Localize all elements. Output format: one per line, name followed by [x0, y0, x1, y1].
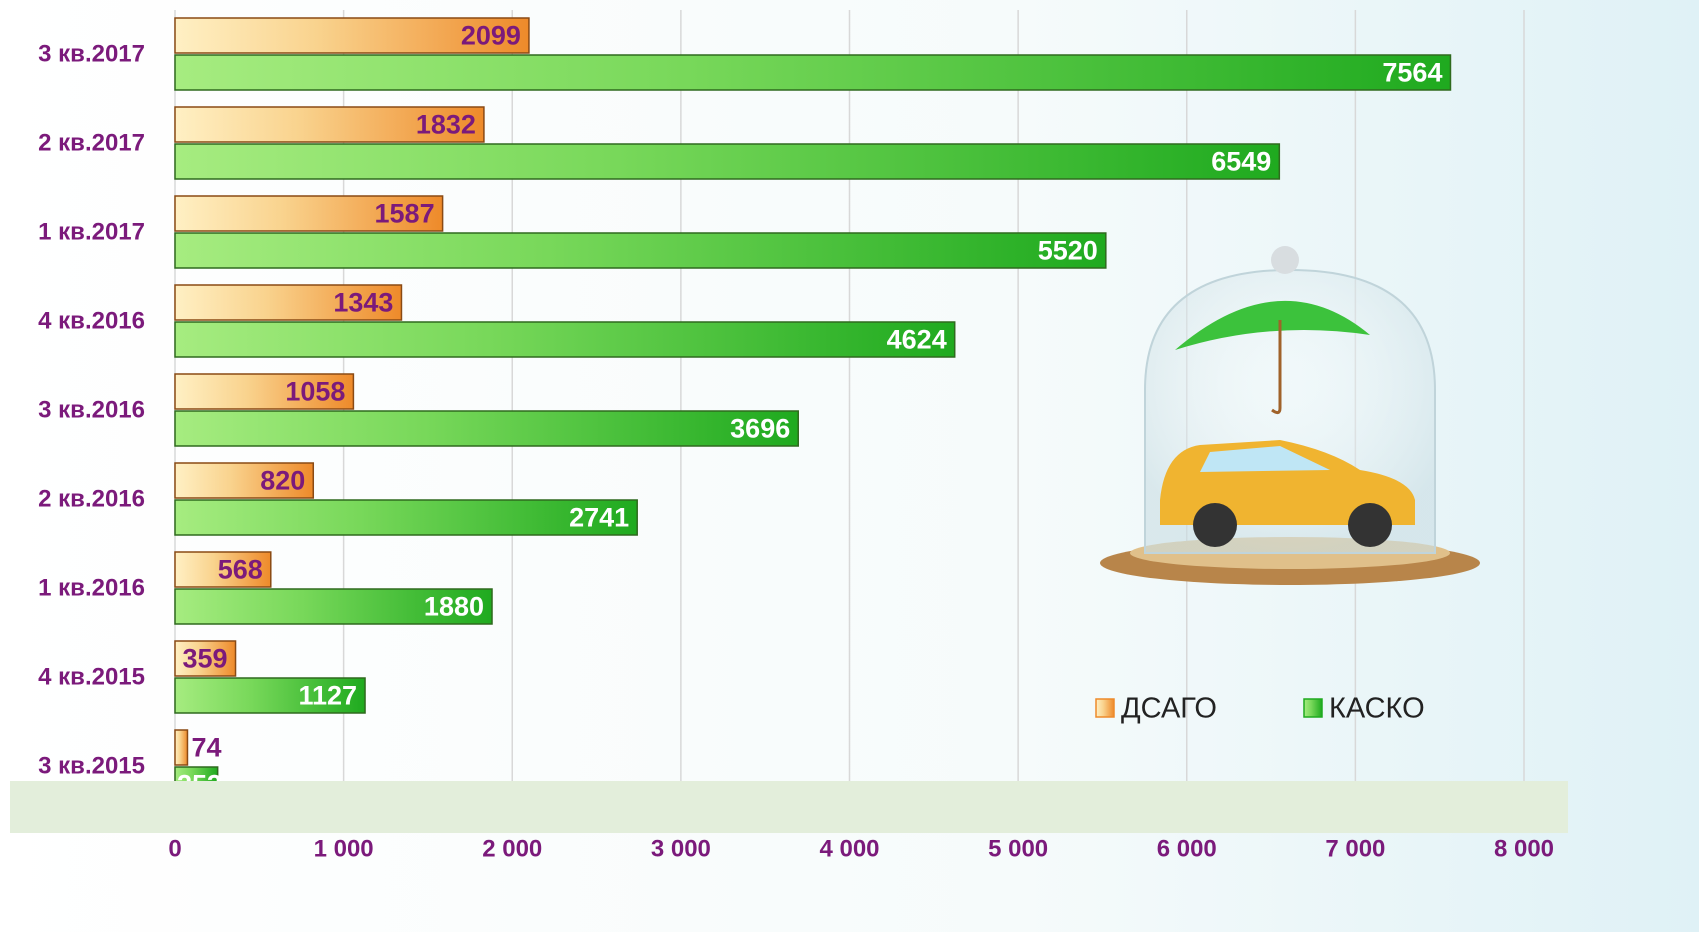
y-tick-label: 2 кв.2016: [38, 485, 145, 512]
value-label: 568: [218, 555, 263, 585]
x-tick-label: 5 000: [988, 835, 1048, 862]
bar: [175, 144, 1279, 179]
value-label: 1127: [298, 681, 357, 711]
x-tick-label: 6 000: [1157, 835, 1217, 862]
car-wheel: [1193, 503, 1237, 547]
dome-knob: [1271, 246, 1299, 274]
bar: [175, 322, 955, 357]
chart: 75646549552046243696274118801127253 01 0…: [0, 0, 1699, 932]
x-tick-label: 7 000: [1325, 835, 1385, 862]
value-label: 1832: [416, 110, 476, 140]
car-wheel: [1348, 503, 1392, 547]
x-tick-label: 4 000: [819, 835, 879, 862]
bar: [175, 500, 637, 535]
value-label: 74: [191, 733, 221, 763]
value-label: 2099: [461, 21, 521, 51]
bar: [175, 233, 1106, 268]
bar: [175, 730, 187, 765]
axis-band: [10, 781, 1568, 833]
bar: [175, 411, 798, 446]
x-tick-label: 3 000: [651, 835, 711, 862]
y-tick-label: 4 кв.2015: [38, 663, 145, 690]
y-tick-label: 3 кв.2017: [38, 40, 145, 67]
value-label: 820: [260, 466, 305, 496]
legend-label: КАСКО: [1329, 693, 1425, 725]
legend-label: ДСАГО: [1121, 693, 1217, 725]
value-label: 1880: [424, 592, 484, 622]
y-tick-label: 2 кв.2017: [38, 129, 145, 156]
y-tick-label: 3 кв.2016: [38, 396, 145, 423]
value-label: 1587: [375, 199, 435, 229]
y-tick-label: 3 кв.2015: [38, 752, 145, 779]
value-label: 2741: [569, 503, 629, 533]
legend-swatch: [1096, 699, 1114, 717]
legend-swatch: [1304, 699, 1322, 717]
value-label: 1058: [285, 377, 345, 407]
y-tick-label: 4 кв.2016: [38, 307, 145, 334]
x-tick-label: 0: [168, 835, 181, 862]
value-label: 7564: [1382, 58, 1442, 88]
y-tick-label: 1 кв.2017: [38, 218, 145, 245]
value-label: 359: [182, 644, 227, 674]
x-tick-label: 1 000: [314, 835, 374, 862]
value-label: 5520: [1038, 236, 1098, 266]
x-tick-label: 2 000: [482, 835, 542, 862]
bar: [175, 55, 1450, 90]
y-tick-label: 1 кв.2016: [38, 574, 145, 601]
value-label: 3696: [730, 414, 790, 444]
x-tick-label: 8 000: [1494, 835, 1554, 862]
value-label: 1343: [333, 288, 393, 318]
value-label: 4624: [887, 325, 947, 355]
value-label: 6549: [1211, 147, 1271, 177]
